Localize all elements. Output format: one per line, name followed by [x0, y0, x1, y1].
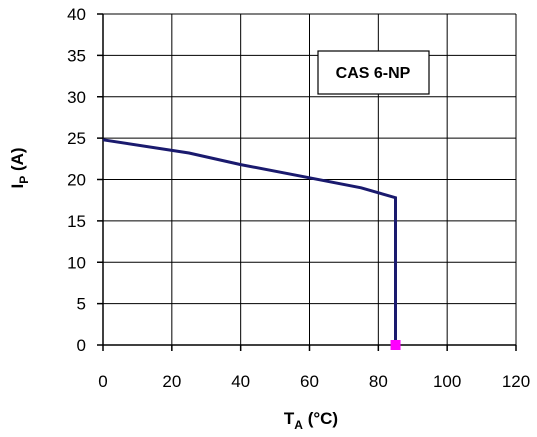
y-tick-label: 0 [77, 336, 86, 355]
y-tick-label: 40 [67, 5, 86, 24]
x-tick-label: 80 [369, 372, 388, 391]
data-point-marker [390, 340, 401, 350]
x-tick-label: 20 [162, 372, 181, 391]
series-line-0 [102, 138, 397, 345]
annotation-label: CAS 6-NP [336, 65, 411, 82]
x-axis-title-unit: (°C) [303, 409, 338, 428]
x-axis-title-main: T [284, 409, 295, 428]
x-tick-label: 100 [433, 372, 461, 391]
y-tick-label: 10 [67, 253, 86, 272]
y-tick-label: 20 [67, 171, 86, 190]
axes [97, 13, 517, 351]
x-tick-label: 60 [300, 372, 319, 391]
y-axis-title-sub: P [17, 176, 31, 184]
y-tick-label: 25 [67, 129, 86, 148]
series-group [102, 138, 401, 350]
y-axis-title-main: I [8, 184, 27, 189]
x-tick-label: 40 [231, 372, 250, 391]
annotation-box-frame [317, 50, 430, 95]
y-tick-label: 5 [77, 295, 86, 314]
annotation-box: CAS 6-NP [317, 50, 430, 95]
y-tick-label: 35 [67, 46, 86, 65]
x-tick-label: 120 [502, 372, 530, 391]
y-tick-label: 30 [67, 88, 86, 107]
y-tick-label: 15 [67, 212, 86, 231]
y-axis-title: IP (A) [8, 147, 31, 188]
y-axis-title-unit: (A) [8, 147, 27, 175]
tick-labels: 0 20 40 60 80 100 120 0 5 10 15 20 25 30 35 40 [67, 5, 530, 391]
x-axis-title-sub: A [294, 418, 303, 432]
grid [103, 13, 517, 345]
x-tick-label: 0 [98, 372, 107, 391]
x-axis-title: TA (°C) [284, 409, 338, 432]
